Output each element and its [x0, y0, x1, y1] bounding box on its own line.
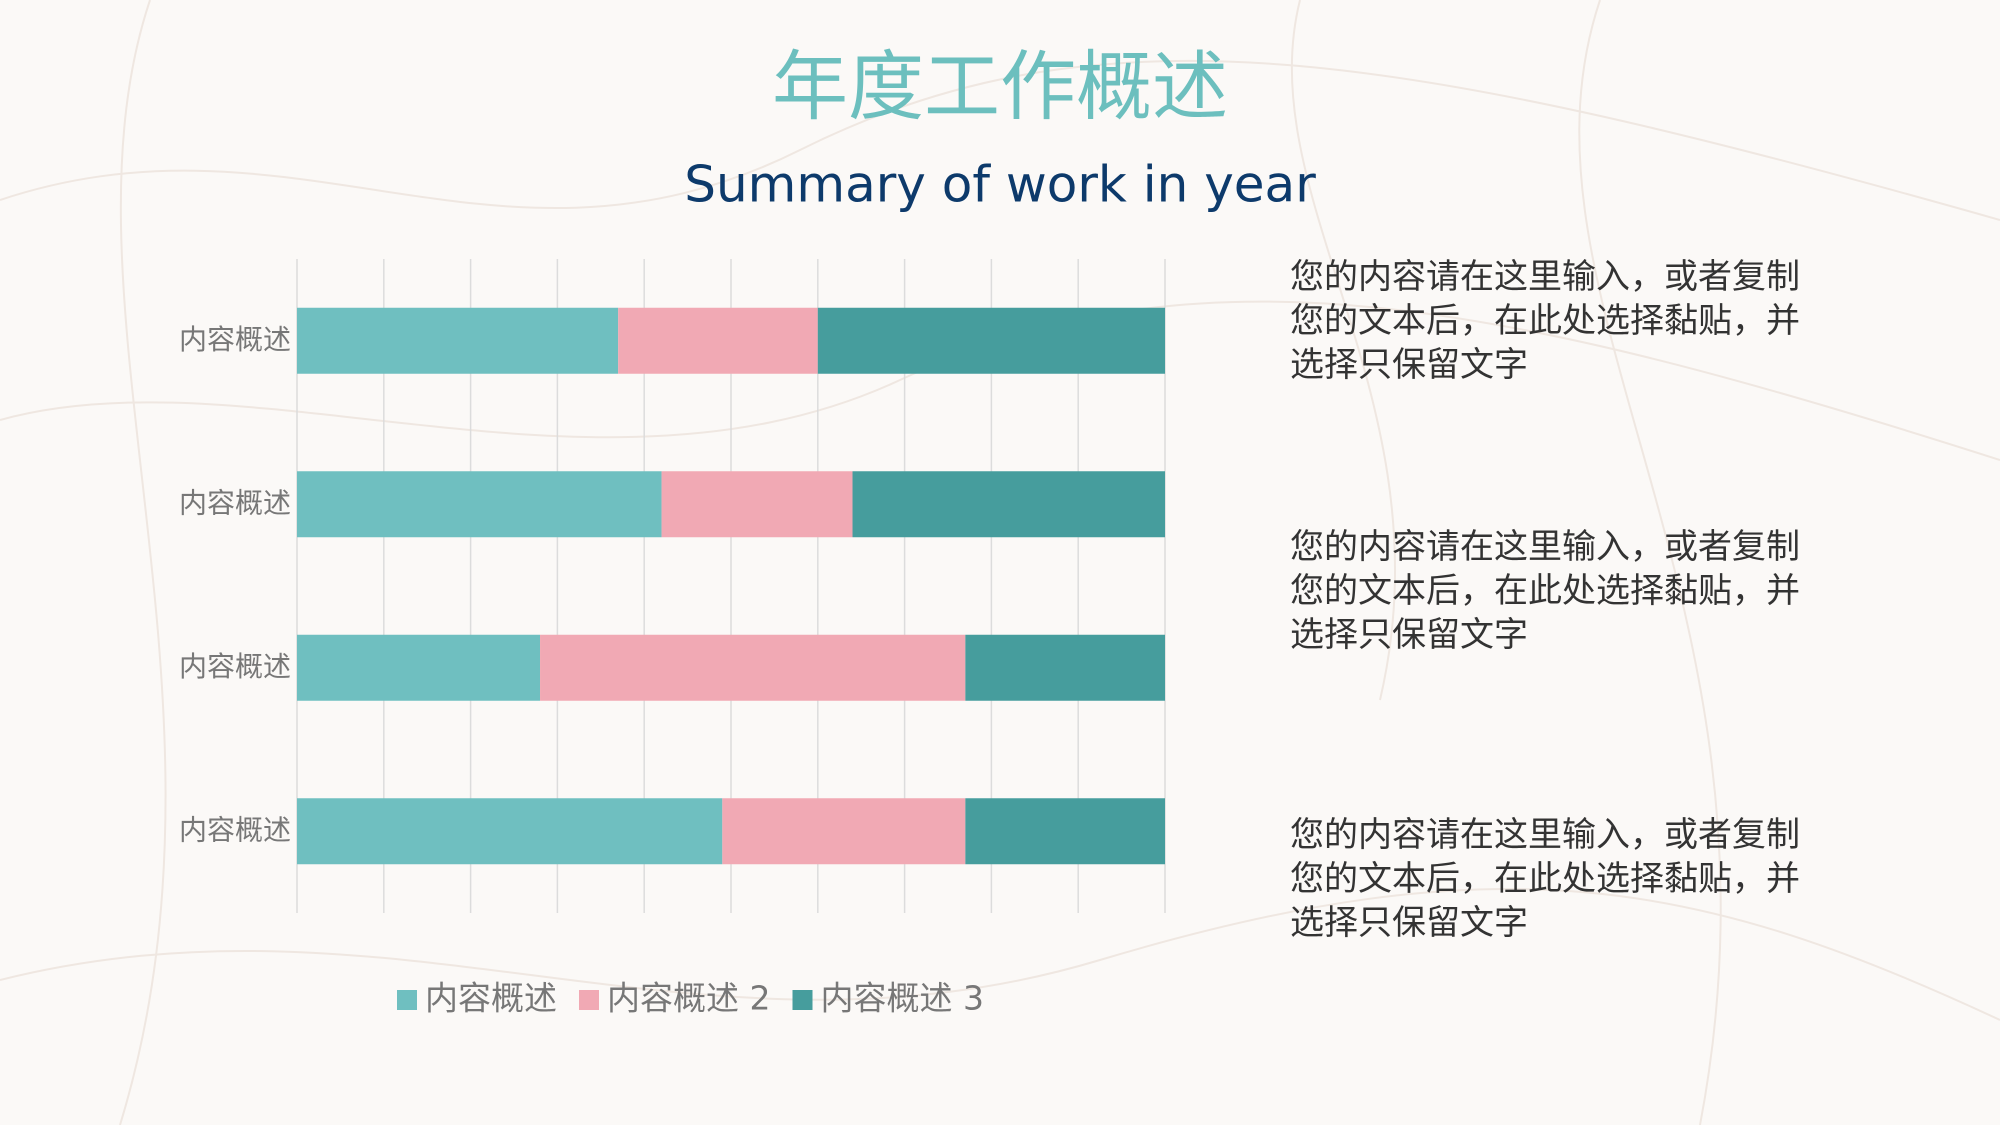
bar-segment — [722, 798, 966, 865]
chart-subtitle: Summary of work in year — [684, 156, 1316, 214]
bar-segment — [965, 798, 1165, 865]
bar-segment — [540, 634, 966, 701]
legend-label: 内容概述 3 — [821, 979, 985, 1018]
legend-label: 内容概述 2 — [607, 979, 771, 1018]
chart-title: 年度工作概述 — [772, 42, 1228, 131]
bar-segment — [817, 307, 1165, 374]
legend-swatch — [579, 990, 599, 1010]
y-tick-label: 内容概述 — [179, 813, 291, 846]
bar-segment — [297, 307, 619, 374]
note: 您的内容请在这里输入，或者复制您的文本后，在此处选择黏贴，并选择只保留文字 — [1290, 815, 1800, 943]
bar-segment — [297, 634, 541, 701]
bar-segment — [618, 307, 818, 374]
legend-swatch — [397, 990, 417, 1010]
bar-segment — [852, 471, 1165, 538]
note: 您的内容请在这里输入，或者复制您的文本后，在此处选择黏贴，并选择只保留文字 — [1290, 527, 1800, 655]
note: 您的内容请在这里输入，或者复制您的文本后，在此处选择黏贴，并选择只保留文字 — [1290, 257, 1800, 385]
bar-segment — [965, 634, 1165, 701]
y-tick-label: 内容概述 — [179, 650, 291, 683]
bar-segment — [661, 471, 853, 538]
y-tick-label: 内容概述 — [179, 323, 291, 356]
bar-segment — [297, 798, 723, 865]
legend-label: 内容概述 — [425, 979, 557, 1018]
y-tick-label: 内容概述 — [179, 486, 291, 519]
legend-swatch — [792, 990, 813, 1010]
bar-segment — [297, 471, 662, 538]
